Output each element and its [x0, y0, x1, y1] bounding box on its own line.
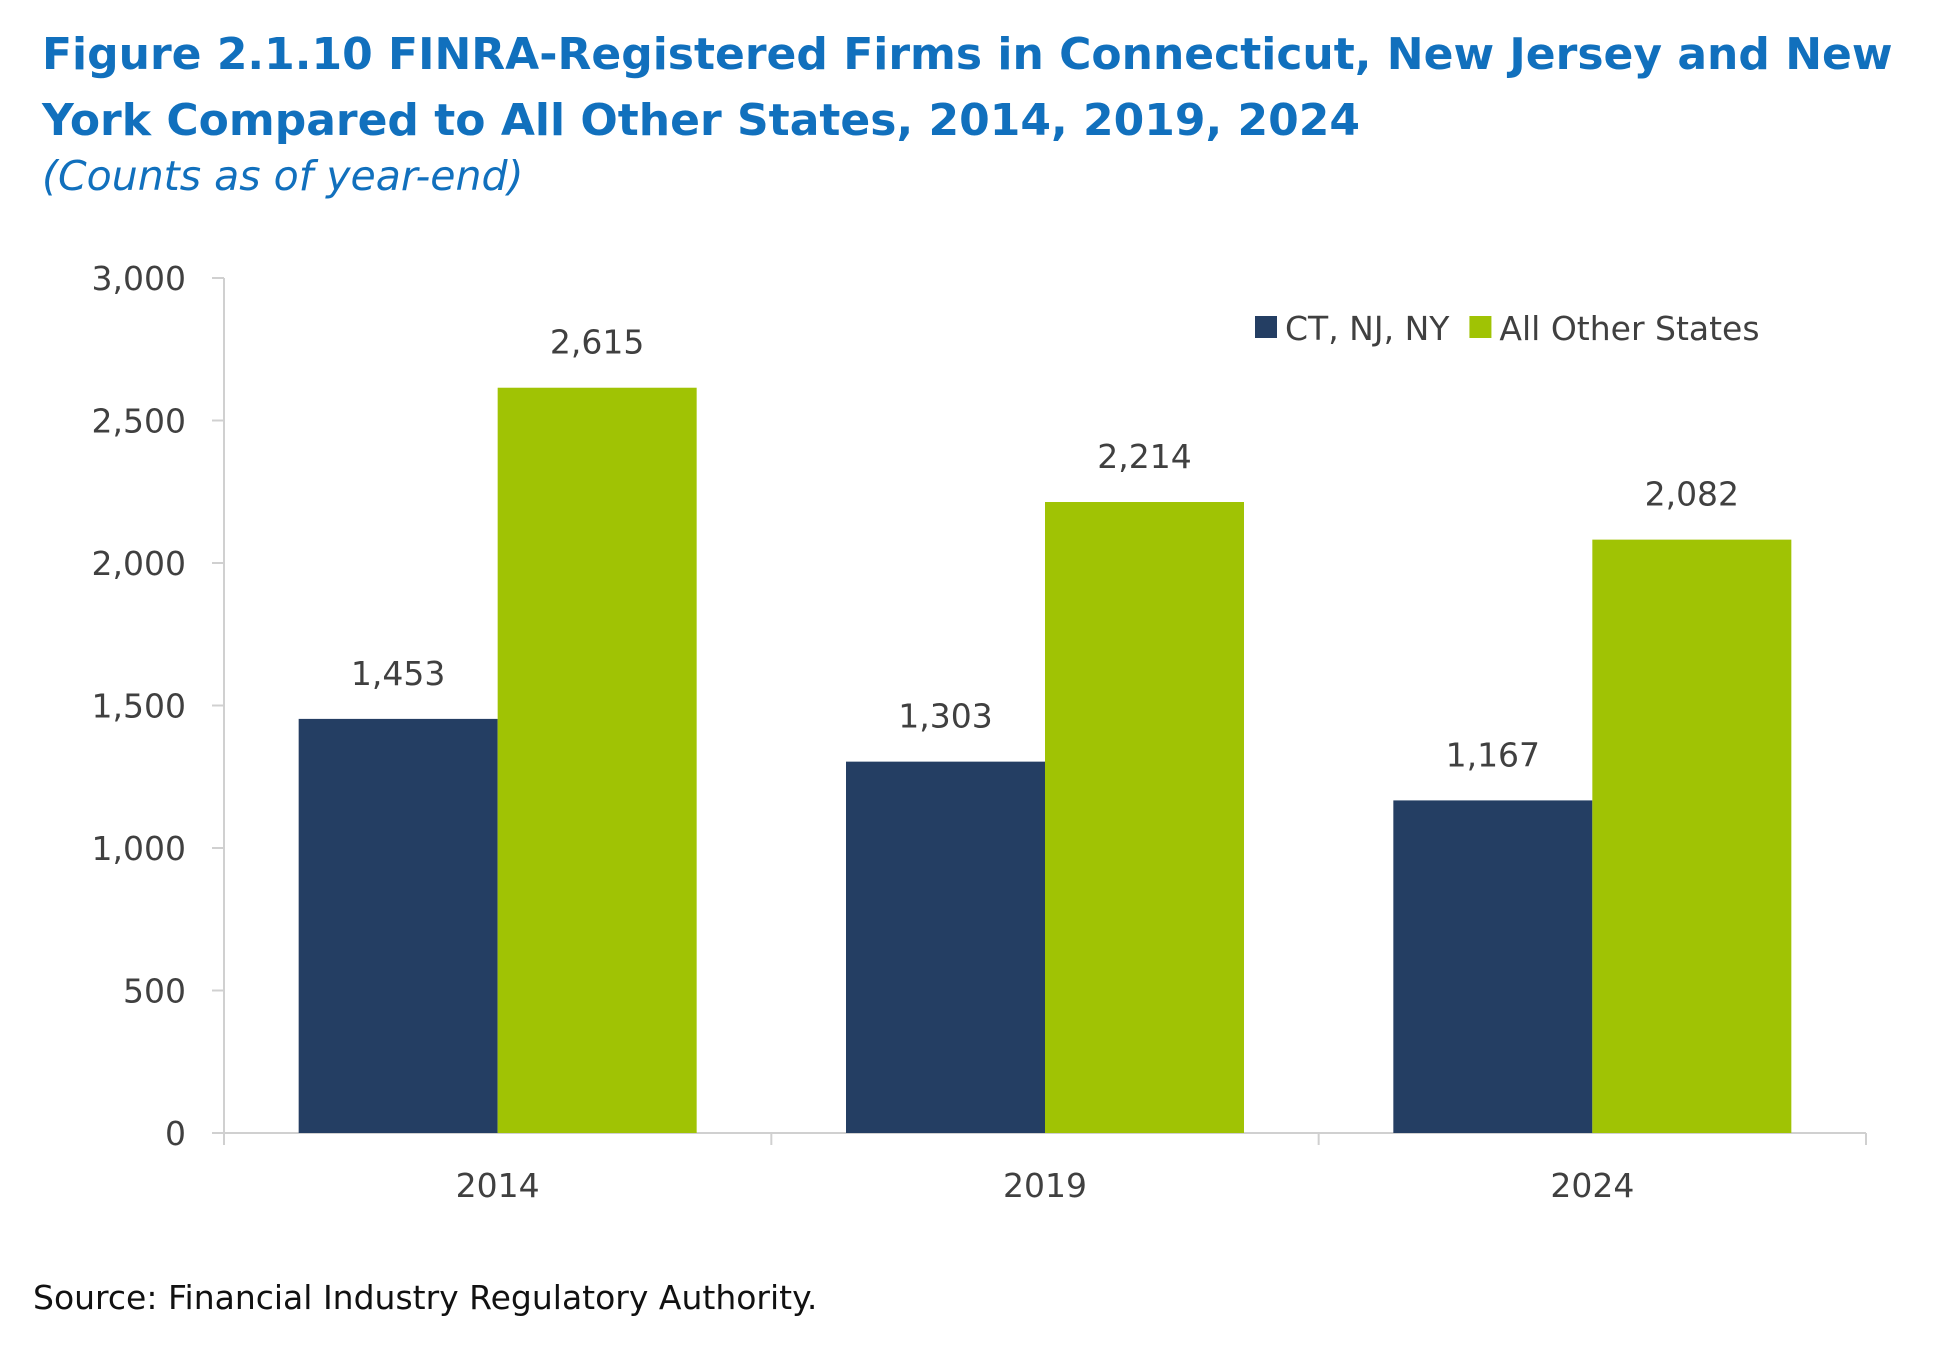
- legend-swatch: [1469, 316, 1492, 338]
- chart-title: Figure 2.1.10 FINRA-Registered Firms in …: [42, 29, 1893, 146]
- y-tick-label: 500: [123, 972, 186, 1011]
- legend: CT, NJ, NY All Other States: [1255, 309, 1760, 348]
- bar: [846, 761, 1045, 1133]
- y-tick-label: 2,000: [92, 544, 186, 583]
- bar: [1045, 502, 1244, 1133]
- data-label: 1,167: [1446, 735, 1540, 774]
- bar: [1393, 800, 1593, 1133]
- data-label: 2,214: [1097, 437, 1191, 476]
- x-axis: 2014 2019 2024: [223, 1132, 1867, 1205]
- y-tick-label: 1,500: [92, 687, 186, 726]
- bar: [497, 387, 697, 1134]
- data-label: 1,303: [898, 697, 992, 736]
- y-tick-label: 2,500: [92, 402, 186, 441]
- legend-swatch: [1255, 316, 1277, 338]
- bars: [298, 387, 1792, 1134]
- x-tick-label: 2024: [1550, 1166, 1634, 1205]
- y-axis: 0 500 1,000 1,500 2,000 2,500 3,000: [92, 259, 225, 1153]
- legend-label: All Other States: [1499, 309, 1759, 348]
- chart-subtitle: (Counts as of year-end): [42, 152, 524, 200]
- bar: [1592, 539, 1792, 1133]
- x-tick-label: 2019: [1003, 1166, 1087, 1205]
- y-tick-label: 0: [165, 1114, 186, 1153]
- data-label: 1,453: [351, 654, 445, 693]
- y-tick-label: 3,000: [92, 259, 186, 298]
- source-note: Source: Financial Industry Regulatory Au…: [33, 1278, 818, 1317]
- value-labels: 1,453 2,615 1,303 2,214 1,167 2,082: [351, 323, 1739, 775]
- data-label: 2,615: [550, 323, 644, 362]
- data-label: 2,082: [1645, 475, 1739, 514]
- bar: [298, 718, 498, 1133]
- legend-label: CT, NJ, NY: [1285, 309, 1450, 348]
- x-tick-label: 2014: [456, 1166, 540, 1205]
- y-tick-label: 1,000: [92, 829, 186, 868]
